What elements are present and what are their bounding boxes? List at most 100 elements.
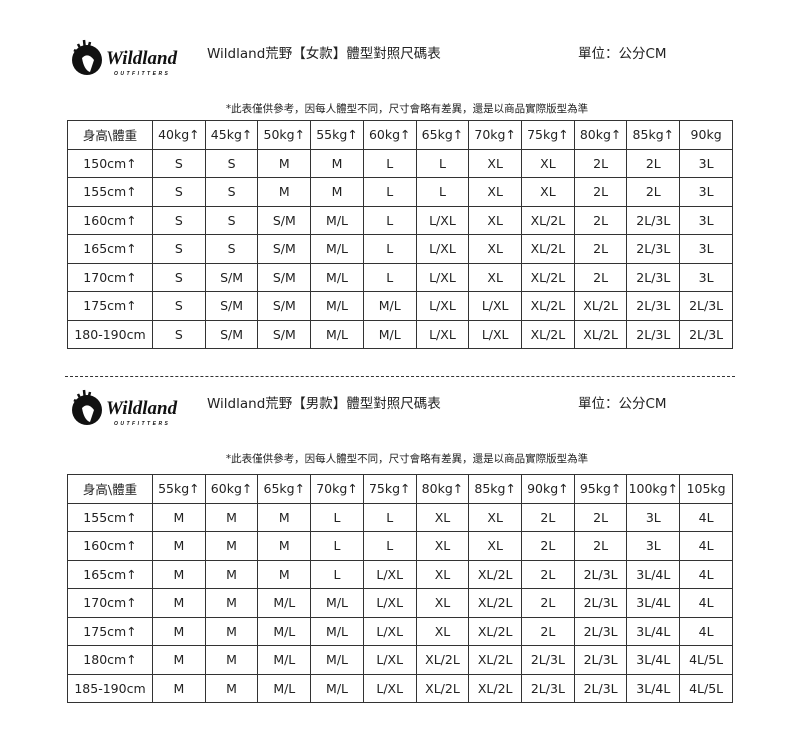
size-cell: M/L [257, 673, 312, 703]
size-cell: S/M [257, 234, 312, 264]
size-cell: 2L [573, 177, 628, 207]
header-cell: 65kg↑ [415, 120, 470, 150]
size-cell: M [204, 616, 259, 646]
women-unit-label: 單位：公分CM [578, 46, 667, 62]
size-cell: L/XL [362, 645, 417, 675]
size-cell: 2L [573, 502, 628, 532]
size-cell: XL [468, 531, 523, 561]
header-cell: 90kg↑ [521, 474, 575, 504]
size-cell: L [415, 177, 470, 207]
size-cell: M/L [310, 616, 364, 646]
table-row: 155cm↑ M M M L L XL XL 2L 2L 3L 4L [67, 502, 733, 532]
size-cell: 4L [679, 616, 733, 646]
header-cell: 70kg↑ [310, 474, 364, 504]
wildland-logo: Wildland OUTFITTERS [72, 389, 178, 427]
size-cell: M [152, 559, 206, 589]
size-cell: 2L [573, 262, 628, 292]
size-cell: 2L [573, 234, 628, 264]
header-cell: 60kg↑ [362, 120, 417, 150]
height-cell: 165cm↑ [67, 559, 153, 589]
size-cell: 3L [626, 502, 681, 532]
men-note: *此表僅供參考，因每人體型不同，尺寸會略有差異，還是以商品實際版型為準 [225, 453, 589, 465]
header-cell: 75kg↑ [362, 474, 417, 504]
size-cell: L [415, 148, 470, 178]
height-cell: 170cm↑ [67, 262, 153, 292]
size-cell: 4L [679, 559, 733, 589]
size-cell: 3L/4L [626, 559, 681, 589]
header-cell: 95kg↑ [573, 474, 628, 504]
svg-text:Wildland: Wildland [106, 48, 178, 69]
size-cell: M [310, 177, 364, 207]
size-cell: XL [415, 588, 470, 618]
size-cell: M/L [257, 645, 312, 675]
women-note: *此表僅供參考，因每人體型不同，尺寸會略有差異，還是以商品實際版型為準 [225, 103, 589, 115]
table-row: 170cm↑ M M M/L M/L L/XL XL XL/2L 2L 2L/3L 3L/4L 4L [67, 588, 733, 618]
svg-text:Wildland: Wildland [106, 398, 178, 419]
size-cell: S [204, 148, 259, 178]
size-cell: XL/2L [468, 673, 523, 703]
size-cell: M [152, 588, 206, 618]
size-cell: S/M [257, 291, 312, 321]
size-cell: 3L/4L [626, 616, 681, 646]
table-row: 150cm↑ S S M M L L XL XL 2L 2L 3L [67, 148, 733, 178]
size-cell: S [204, 177, 259, 207]
size-cell: L [362, 502, 417, 532]
women-size-table: 身高\體重 40kg↑ 45kg↑ 50kg↑ 55kg↑ 60kg↑ 65kg↑ 70kg↑… [67, 120, 733, 349]
header-cell: 60kg↑ [204, 474, 259, 504]
table-row: 160cm↑ M M M L L XL XL 2L 2L 3L 4L [67, 531, 733, 561]
size-cell: 3L [679, 262, 733, 292]
size-cell: S/M [204, 262, 259, 292]
header-cell: 80kg↑ [573, 120, 628, 150]
size-cell: 3L [679, 177, 733, 207]
table-row: 170cm↑ S S/M S/M M/L L L/XL XL XL/2L 2L 2L/3L 3L [67, 262, 733, 292]
size-cell: S/M [257, 262, 312, 292]
size-cell: M/L [310, 588, 364, 618]
size-cell: M/L [310, 673, 364, 703]
size-cell: 3L [626, 531, 681, 561]
height-cell: 155cm↑ [67, 177, 153, 207]
size-cell: 3L/4L [626, 588, 681, 618]
size-cell: L/XL [362, 673, 417, 703]
size-cell: S [204, 234, 259, 264]
size-cell: XL [468, 148, 523, 178]
size-cell: 2L/3L [573, 559, 628, 589]
size-cell: L [362, 205, 417, 235]
size-cell: XL/2L [468, 559, 523, 589]
header-cell: 55kg↑ [152, 474, 206, 504]
size-cell: S/M [257, 319, 312, 349]
header-cell: 90kg [679, 120, 733, 150]
size-cell: L [362, 234, 417, 264]
size-cell: S [152, 319, 206, 349]
size-cell: M [152, 673, 206, 703]
size-cell: 2L [521, 531, 575, 561]
size-cell: XL [415, 559, 470, 589]
size-cell: XL [468, 234, 523, 264]
size-cell: S [152, 205, 206, 235]
size-cell: L/XL [362, 559, 417, 589]
header-cell: 105kg [679, 474, 733, 504]
size-cell: L [310, 502, 364, 532]
size-cell: M [310, 148, 364, 178]
size-cell: 2L [626, 148, 681, 178]
size-cell: M [257, 148, 312, 178]
size-cell: S/M [257, 205, 312, 235]
size-cell: 2L [521, 502, 575, 532]
size-cell: M/L [310, 645, 364, 675]
size-cell: S [152, 234, 206, 264]
size-cell: 2L [521, 616, 575, 646]
size-cell: 2L [521, 588, 575, 618]
size-cell: M [152, 531, 206, 561]
header-cell: 40kg↑ [152, 120, 206, 150]
size-cell: M/L [257, 616, 312, 646]
size-cell: L/XL [415, 205, 470, 235]
header-row: 身高\體重 40kg↑ 45kg↑ 50kg↑ 55kg↑ 60kg↑ 65kg↑ 70kg↑… [67, 120, 733, 150]
size-cell: L [362, 148, 417, 178]
size-cell: 4L [679, 531, 733, 561]
table-row: 155cm↑ S S M M L L XL XL 2L 2L 3L [67, 177, 733, 207]
height-cell: 175cm↑ [67, 616, 153, 646]
header-cell: 身高\體重 [67, 120, 153, 150]
header-cell: 80kg↑ [415, 474, 470, 504]
size-cell: M [257, 177, 312, 207]
table-row: 160cm↑ S S S/M M/L L L/XL XL XL/2L 2L 2L/3L 3L [67, 205, 733, 235]
table-row: 165cm↑ S S S/M M/L L L/XL XL XL/2L 2L 2L/3L 3L [67, 234, 733, 264]
